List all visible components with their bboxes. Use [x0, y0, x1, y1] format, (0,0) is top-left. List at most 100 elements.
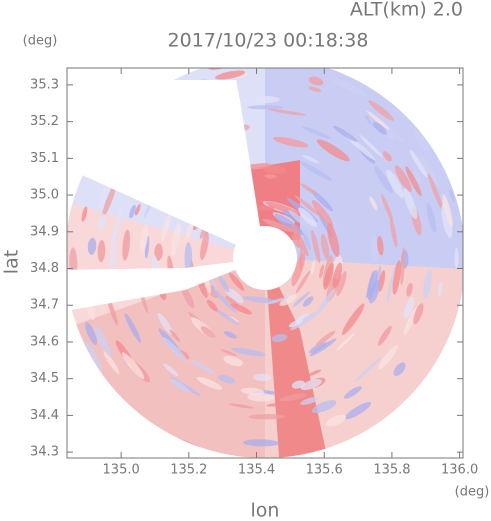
texture [382, 151, 392, 162]
texture [242, 296, 278, 304]
texture [378, 325, 392, 346]
texture [341, 303, 365, 336]
texture [135, 203, 141, 216]
texture [311, 200, 334, 227]
texture [403, 296, 415, 319]
texture [217, 274, 230, 293]
texture [291, 223, 309, 257]
x-tick-label: 135.2 [170, 463, 207, 478]
texture [214, 70, 246, 80]
texture [413, 303, 424, 325]
texture [160, 214, 171, 242]
texture [395, 165, 412, 193]
texture [214, 308, 240, 326]
texture [368, 279, 380, 304]
texture [264, 174, 277, 179]
texture [295, 270, 311, 294]
texture [378, 270, 386, 292]
texture [122, 229, 131, 261]
texture [413, 130, 430, 152]
texture [389, 217, 398, 248]
texture [220, 349, 237, 357]
texture [243, 439, 280, 447]
y-tick-label: 34.5 [30, 371, 59, 386]
texture [228, 272, 245, 291]
texture [169, 329, 180, 342]
texture [323, 262, 334, 290]
x-unit: (deg) [455, 485, 490, 500]
texture [336, 271, 347, 296]
texture [294, 195, 320, 216]
texture [332, 125, 358, 142]
y-tick-label: 34.3 [30, 445, 59, 460]
texture [368, 100, 394, 121]
texture [290, 310, 321, 331]
texture [316, 139, 350, 162]
texture [162, 336, 187, 362]
texture [309, 338, 337, 357]
texture [300, 397, 319, 405]
texture [386, 266, 396, 304]
x-tick-label: 135.8 [373, 463, 410, 478]
texture [393, 362, 406, 376]
texture [253, 96, 280, 103]
texture [405, 166, 422, 197]
y-tick-label: 35.3 [30, 77, 59, 92]
texture [308, 76, 324, 86]
texture [308, 86, 322, 93]
texture [102, 181, 117, 218]
texture [326, 414, 347, 427]
texture [291, 252, 306, 287]
texture [210, 287, 237, 313]
y-tick-label: 34.9 [30, 224, 59, 239]
texture [87, 237, 97, 255]
texture [196, 376, 223, 390]
radar-field [59, 68, 472, 458]
texture [403, 307, 417, 336]
texture [163, 363, 179, 377]
texture [311, 229, 321, 264]
texture [406, 282, 413, 297]
texture [464, 264, 472, 282]
texture [359, 134, 384, 158]
texture [218, 374, 236, 384]
texture [302, 155, 319, 164]
texture [59, 275, 66, 290]
texture [129, 204, 136, 219]
texture [442, 194, 453, 228]
texture [366, 110, 390, 130]
texture [103, 351, 120, 375]
y-tick-label: 35.1 [30, 151, 59, 166]
texture [200, 326, 216, 339]
texture [184, 242, 193, 274]
texture [377, 344, 399, 370]
texture [372, 121, 387, 135]
texture [386, 169, 404, 199]
texture [262, 218, 293, 232]
texture [97, 240, 106, 263]
texture [369, 237, 379, 263]
chart-title: 2017/10/23 00:18:38 [168, 30, 369, 52]
y-unit: (deg) [23, 34, 58, 49]
texture [332, 262, 343, 289]
texture [426, 203, 437, 233]
texture [83, 341, 103, 373]
texture [354, 356, 383, 382]
texture [266, 297, 289, 305]
x-tick-label: 135.4 [238, 463, 275, 478]
texture [85, 322, 98, 345]
texture [247, 105, 284, 110]
texture [170, 223, 181, 256]
x-axis-label: lon [251, 500, 280, 521]
texture [268, 108, 307, 116]
texture [300, 183, 318, 195]
x-tick-label: 135.0 [103, 463, 140, 478]
texture [272, 136, 309, 148]
texture [225, 288, 244, 304]
texture [327, 223, 340, 257]
texture [419, 154, 438, 188]
plot-frame [66, 67, 464, 459]
texture [335, 333, 355, 352]
texture [154, 243, 163, 261]
